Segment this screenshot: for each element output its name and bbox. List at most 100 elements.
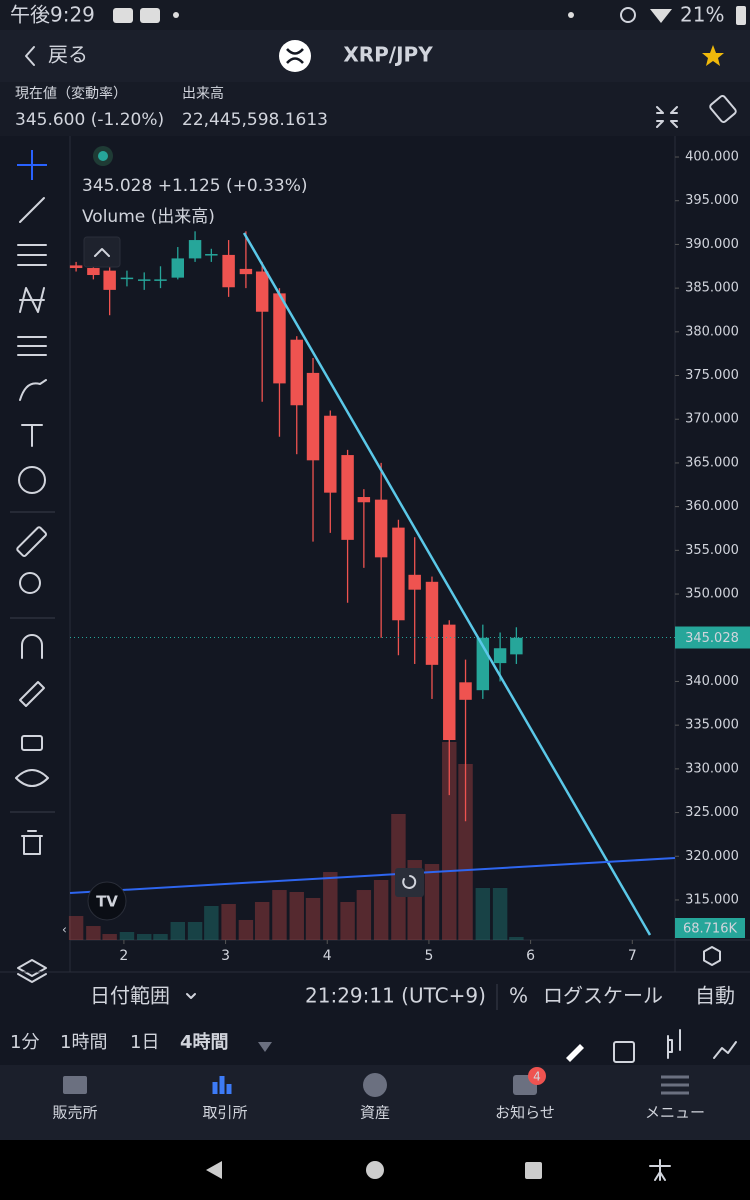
candle-body: [171, 258, 185, 278]
candle-body: [459, 682, 472, 700]
indicator-icon[interactable]: [713, 1041, 737, 1059]
volume-bar: [187, 922, 203, 940]
fib-tool[interactable]: [17, 244, 47, 266]
header-bar: [0, 30, 750, 82]
system-recents[interactable]: [525, 1162, 542, 1179]
volume-bar: [238, 919, 254, 940]
candle-body: [290, 339, 303, 406]
user-trendline[interactable]: [242, 232, 652, 936]
forecast-tool[interactable]: [17, 336, 47, 356]
tv-logo[interactable]: [87, 881, 127, 921]
volume-value: 22,445,598.1613: [182, 110, 328, 130]
nav-icon: [63, 1076, 87, 1094]
wifi-icon: [650, 9, 672, 23]
status-icon: [113, 8, 133, 23]
interval[interactable]: 1日: [130, 1032, 159, 1053]
y-tick-label: 360.000: [685, 499, 739, 514]
interval[interactable]: 1分: [10, 1032, 39, 1053]
nav-item[interactable]: お知らせ: [495, 1104, 555, 1122]
nav-item[interactable]: 販売所: [52, 1104, 97, 1122]
accessibility[interactable]: [649, 1159, 671, 1181]
collapse-button[interactable]: [83, 236, 121, 268]
log-scale-toggle[interactable]: ログスケール: [543, 984, 663, 1008]
last-price-label: 345.028: [685, 631, 739, 646]
candle-body: [255, 271, 269, 312]
nav-item[interactable]: 資産: [360, 1104, 390, 1122]
volume-bar: [424, 864, 440, 940]
back-button[interactable]: 戻る: [48, 43, 88, 67]
crosshair-tool[interactable]: [17, 150, 47, 180]
status-icon: [140, 8, 160, 23]
volume-bar: [340, 901, 355, 940]
brush-tool[interactable]: [19, 379, 47, 401]
volume-bar: [305, 897, 321, 940]
nav-item-active[interactable]: 取引所: [202, 1104, 247, 1122]
y-tick-label: 380.000: [685, 324, 739, 339]
interval-selected[interactable]: 4時間: [180, 1032, 229, 1053]
candle-body: [87, 268, 100, 276]
status-dot: [98, 151, 108, 161]
last-price-tag: [675, 626, 750, 649]
reset-button[interactable]: [395, 868, 424, 897]
pattern-tool[interactable]: [19, 287, 45, 313]
ruler-tool[interactable]: [16, 526, 48, 558]
system-home[interactable]: [366, 1161, 384, 1179]
y-tick-label: 340.000: [685, 674, 739, 689]
candle-body: [69, 265, 83, 269]
reset-icon: [402, 875, 417, 889]
candle-body: [408, 574, 421, 590]
visibility-tool[interactable]: [15, 769, 49, 787]
nav-item[interactable]: メニュー: [645, 1104, 705, 1122]
system-back[interactable]: [206, 1161, 222, 1179]
volume-bar: [458, 764, 473, 940]
coin-logo: [279, 40, 311, 72]
unlock-tool[interactable]: [21, 735, 43, 751]
trendline-tool[interactable]: [19, 197, 45, 223]
rotate-icon[interactable]: [709, 95, 737, 123]
scroll-left[interactable]: ‹: [62, 923, 67, 937]
chart-type-icon[interactable]: [667, 1029, 681, 1059]
volume-bar: [323, 872, 338, 940]
y-tick-label: 315.000: [685, 892, 739, 907]
lock-drawing-tool[interactable]: [19, 681, 45, 707]
candle-body: [306, 372, 320, 461]
delete-tool[interactable]: [21, 830, 43, 855]
y-tick-label: 325.000: [685, 805, 739, 820]
candle-body: [188, 240, 202, 259]
auto-scale-toggle[interactable]: 自動: [695, 984, 735, 1008]
text-tool[interactable]: [21, 424, 43, 447]
candle-body: [510, 637, 523, 655]
volume-bar: [254, 901, 270, 940]
fullscreen-icon[interactable]: [656, 106, 678, 128]
y-tick-label: 335.000: [685, 718, 739, 733]
icon-tool[interactable]: [18, 466, 46, 494]
settings-icon[interactable]: [703, 946, 721, 966]
favorite-star[interactable]: [702, 45, 724, 66]
y-tick-label: 365.000: [685, 455, 739, 470]
summary-bar: [0, 82, 750, 136]
date-range[interactable]: 日付範囲: [90, 984, 170, 1008]
candle-body: [374, 499, 388, 558]
zoom-tool[interactable]: [19, 572, 41, 594]
status-icon: [568, 12, 574, 18]
interval-dropdown[interactable]: [258, 1042, 272, 1052]
percent-toggle[interactable]: %: [509, 984, 528, 1008]
volume-bar: [221, 904, 236, 940]
volume-bar: [272, 890, 287, 940]
volume-label: 出来高: [182, 85, 224, 102]
badge-count: 4: [533, 1070, 541, 1084]
x-tick-label: 6: [526, 948, 535, 964]
volume-bar: [170, 922, 186, 940]
volume-bar: [86, 926, 101, 940]
draw-icon[interactable]: [566, 1044, 584, 1062]
back-icon[interactable]: [25, 46, 35, 66]
interval[interactable]: 1時間: [60, 1032, 107, 1053]
user-trendline[interactable]: [69, 857, 676, 894]
pair-title: XRP/JPY: [343, 43, 433, 67]
layers-tool[interactable]: [17, 959, 47, 983]
x-tick-label: 3: [221, 948, 230, 964]
save-icon[interactable]: [613, 1041, 635, 1063]
magnet-tool[interactable]: [21, 634, 43, 659]
